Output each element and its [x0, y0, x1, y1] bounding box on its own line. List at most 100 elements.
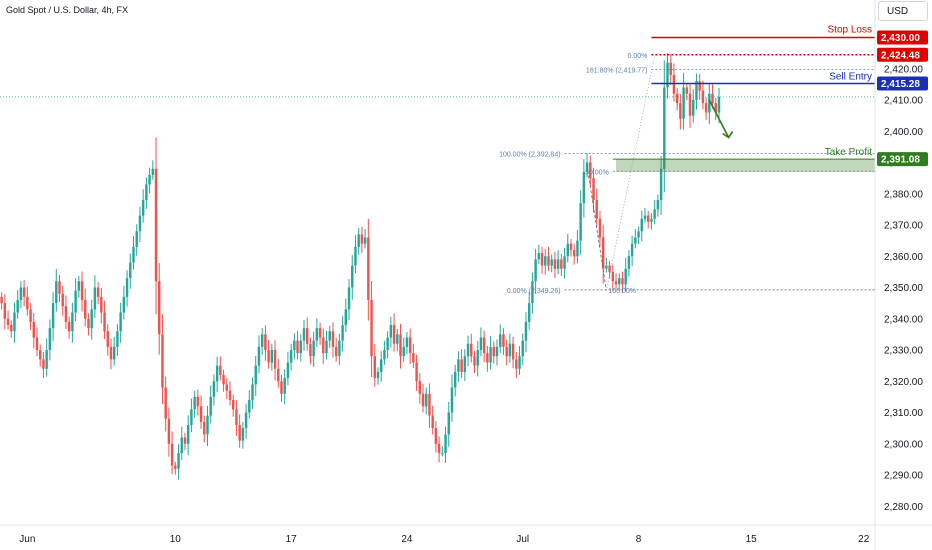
time-tick-label: 17 [286, 534, 298, 545]
candle-body [325, 340, 328, 354]
price-tick-label: 2,410.00 [884, 96, 923, 107]
candle-body [592, 178, 595, 200]
price-tag-label: 2,391.08 [881, 155, 920, 166]
candle-body [196, 396, 200, 407]
candle-body [360, 234, 364, 244]
candle-body [363, 237, 367, 244]
candle-body [145, 184, 148, 200]
candle-body [167, 418, 171, 444]
candle-body [35, 337, 39, 350]
candle-body [711, 93, 714, 104]
stop-loss-label: Stop Loss [828, 25, 872, 36]
candle-body [13, 312, 16, 332]
sell-entry-label: Sell Entry [829, 72, 872, 83]
candle-body [183, 437, 187, 444]
candle-body [601, 237, 605, 269]
candle-body [289, 350, 293, 363]
candle-body [550, 259, 553, 266]
candle-body [675, 93, 679, 104]
candle-body [450, 387, 454, 413]
candle-body [515, 359, 518, 369]
candle-body [119, 312, 122, 332]
candle-body [215, 365, 219, 382]
candle-body [376, 371, 380, 379]
candle-body [560, 259, 563, 269]
candle-body [412, 353, 415, 363]
candle-body [714, 103, 717, 113]
candle-body [663, 87, 666, 169]
candle-body [351, 265, 354, 288]
candle-body [589, 162, 592, 179]
candle-body [511, 343, 515, 360]
candle-body [203, 421, 206, 435]
price-tick-label: 2,340.00 [884, 314, 923, 325]
candle-body [190, 409, 193, 425]
candle-body [164, 387, 167, 419]
candle-body [379, 359, 383, 372]
candle-body [434, 428, 438, 444]
price-tick-label: 2,310.00 [884, 408, 923, 419]
fib-level-label: 0.00% (2,349.26) [507, 288, 561, 295]
candle-body [286, 362, 290, 379]
candle-body [576, 240, 579, 257]
take-profit-label: Take Profit [825, 147, 872, 158]
candle-body [556, 259, 560, 269]
candle-body [151, 168, 155, 175]
time-tick-label: 8 [636, 534, 642, 545]
candle-body [634, 237, 637, 244]
candle-body [174, 465, 177, 469]
candle-body [646, 215, 650, 222]
price-tag-label: 2,415.28 [881, 79, 920, 90]
candle-body [322, 337, 325, 354]
candle-body [309, 343, 312, 357]
candle-body [457, 359, 460, 372]
candle-body [421, 393, 425, 407]
candle-body [212, 381, 216, 397]
candle-body [527, 303, 531, 322]
candle-body [563, 256, 566, 269]
candle-body [386, 337, 389, 350]
price-tag [877, 47, 928, 62]
price-axis[interactable]: 2,280.00 2,290.00 2,300.00 2,310.00 2,320.00… [875, 0, 932, 550]
candle-body [138, 215, 142, 232]
candle-body [544, 256, 547, 266]
candle-body [453, 371, 457, 388]
symbol-title: Gold Spot / U.S. Dollar, 4h, FX [6, 5, 129, 15]
candle-body [392, 325, 396, 344]
candle-body [569, 243, 573, 250]
swing-connector [605, 56, 656, 291]
candle-body [415, 362, 418, 382]
candle-body [685, 87, 689, 94]
candle-body [566, 243, 570, 257]
candle-body [338, 340, 341, 357]
candle-body [293, 340, 296, 350]
candle-body [524, 321, 528, 341]
candle-body [508, 343, 512, 357]
candle-body [659, 168, 663, 200]
candle-body [518, 356, 521, 369]
candle-body [621, 278, 624, 285]
candle-body [695, 81, 698, 100]
candle-body [643, 215, 647, 219]
fib-level-label: 0.00% [628, 53, 648, 60]
candle-body [222, 375, 225, 385]
candle-body [495, 346, 499, 357]
candle-body [479, 337, 483, 350]
candle-body [531, 281, 534, 304]
candle-body [280, 381, 283, 394]
price-tick-label: 2,330.00 [884, 346, 923, 357]
candle-body [650, 218, 653, 222]
price-tag [877, 76, 928, 91]
candle-body [45, 350, 48, 369]
candle-body [334, 346, 338, 357]
fib-level-label: 100.00% (2,392.84) [499, 152, 561, 159]
candle-body [418, 381, 422, 394]
candle-body [225, 384, 229, 391]
candle-body [653, 209, 656, 219]
currency-button[interactable]: USD [878, 1, 928, 21]
price-tick-label: 2,370.00 [884, 221, 923, 232]
time-tick-label: Jul [516, 534, 529, 545]
candle-body [270, 350, 274, 363]
